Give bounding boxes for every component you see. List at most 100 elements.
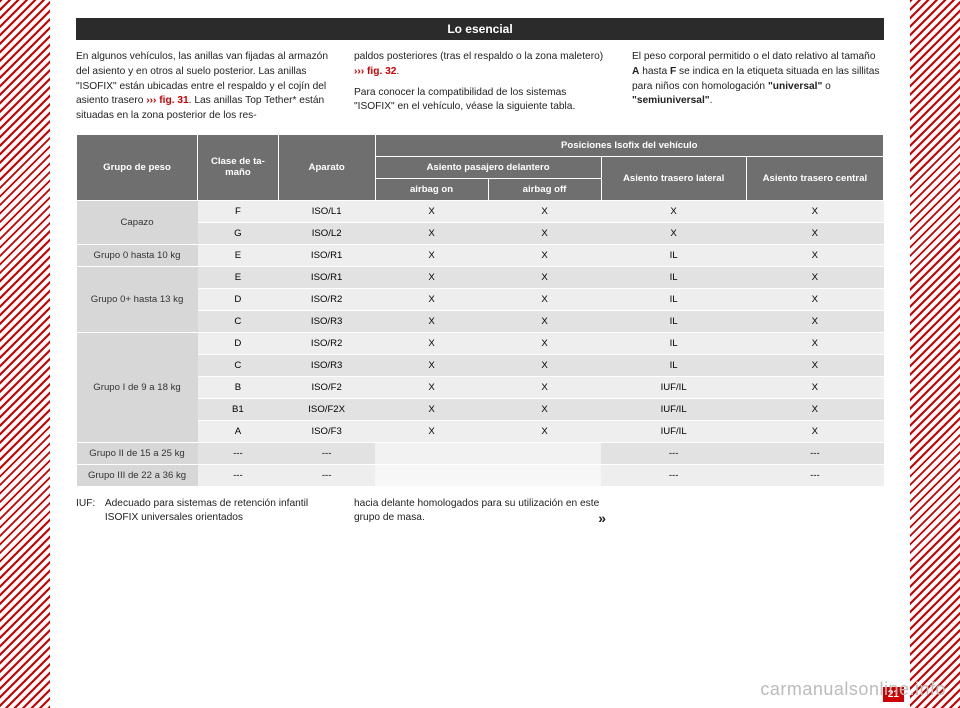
page-content: Lo esencial En algunos vehículos, las an…	[50, 0, 910, 708]
table-cell	[375, 464, 488, 486]
table-cell: ---	[601, 442, 746, 464]
table-cell: ISO/R1	[278, 266, 375, 288]
table-cell: A	[198, 420, 279, 442]
table-cell: X	[375, 222, 488, 244]
table-cell: C	[198, 310, 279, 332]
table-cell: B1	[198, 398, 279, 420]
table-row-group: Capazo	[77, 200, 198, 244]
th-lateral: Asiento trasero lateral	[601, 156, 746, 200]
table-cell: X	[746, 222, 883, 244]
table-cell: ISO/L2	[278, 222, 375, 244]
table-cell: IL	[601, 244, 746, 266]
intro-col-2: paldos posteriores (tras el respaldo o l…	[354, 50, 606, 124]
fig-ref-32: ››› fig. 32	[354, 66, 396, 77]
isofix-table: Grupo de peso Clase de ta- maño Aparato …	[76, 134, 884, 487]
universal: "universal"	[768, 81, 822, 92]
section-title: Lo esencial	[76, 18, 884, 40]
th-airbag-off: airbag off	[488, 178, 601, 200]
table-cell: X	[488, 376, 601, 398]
table-cell: ISO/F2X	[278, 398, 375, 420]
th-posiciones: Posiciones Isofix del vehículo	[375, 134, 883, 156]
table-cell: B	[198, 376, 279, 398]
intro-col3c: o	[822, 81, 831, 92]
table-cell: C	[198, 354, 279, 376]
table-cell: X	[746, 266, 883, 288]
th-aparato: Aparato	[278, 134, 375, 200]
table-cell: X	[375, 354, 488, 376]
table-cell: IL	[601, 266, 746, 288]
table-cell: ISO/R2	[278, 332, 375, 354]
table-cell: IL	[601, 354, 746, 376]
table-row-group: Grupo 0 hasta 10 kg	[77, 244, 198, 266]
table-cell: X	[488, 266, 601, 288]
footer-col-2: hacia delante homologados para su utiliz…	[354, 497, 606, 529]
intro-col2a: paldos posteriores (tras el respaldo o l…	[354, 51, 603, 62]
intro-col2a-tail: .	[396, 66, 399, 77]
table-cell: X	[375, 244, 488, 266]
table-row-group: Grupo I de 9 a 18 kg	[77, 332, 198, 442]
iuf-text: Adecuado para sistemas de retención infa…	[105, 497, 327, 526]
table-cell: IUF/IL	[601, 420, 746, 442]
intro-col3a: El peso corporal permitido o el dato rel…	[632, 51, 876, 62]
table-cell: ISO/R1	[278, 244, 375, 266]
table-cell: F	[198, 200, 279, 222]
table-row-group: Grupo III de 22 a 36 kg	[77, 464, 198, 486]
stripe-left	[0, 0, 50, 708]
footer-col-1: IUF: Adecuado para sistemas de retención…	[76, 497, 328, 529]
table-cell: ISO/F3	[278, 420, 375, 442]
table-cell: IUF/IL	[601, 398, 746, 420]
table-cell: ISO/F2	[278, 376, 375, 398]
table-row-group: Grupo II de 15 a 25 kg	[77, 442, 198, 464]
table-cell: X	[746, 332, 883, 354]
table-cell: ISO/R3	[278, 354, 375, 376]
table-cell: IL	[601, 310, 746, 332]
th-grupo: Grupo de peso	[77, 134, 198, 200]
table-cell: ISO/L1	[278, 200, 375, 222]
table-cell: X	[746, 244, 883, 266]
table-cell: X	[375, 376, 488, 398]
table-cell: X	[746, 354, 883, 376]
semiuniversal: "semiuniversal"	[632, 95, 710, 106]
table-cell: X	[375, 420, 488, 442]
table-cell: X	[488, 332, 601, 354]
table-cell: X	[375, 200, 488, 222]
table-cell: X	[375, 266, 488, 288]
table-cell: X	[746, 310, 883, 332]
continuation-mark: »	[598, 509, 606, 529]
table-cell: X	[746, 420, 883, 442]
th-clase: Clase de ta- maño	[198, 134, 279, 200]
watermark: carmanualsonline.info	[760, 679, 946, 700]
table-cell: E	[198, 244, 279, 266]
table-cell: X	[488, 244, 601, 266]
table-cell: X	[375, 332, 488, 354]
footer-col2-text: hacia delante homologados para su utiliz…	[354, 498, 599, 523]
table-cell: D	[198, 332, 279, 354]
table-cell: X	[746, 288, 883, 310]
th-airbag-on: airbag on	[375, 178, 488, 200]
table-cell: ---	[198, 464, 279, 486]
table-cell: ISO/R2	[278, 288, 375, 310]
footer-columns: IUF: Adecuado para sistemas de retención…	[76, 497, 884, 529]
table-cell: X	[488, 200, 601, 222]
table-row-group: Grupo 0+ hasta 13 kg	[77, 266, 198, 332]
table-cell: ---	[746, 442, 883, 464]
table-cell: IL	[601, 288, 746, 310]
th-central: Asiento trasero central	[746, 156, 883, 200]
table-cell: X	[488, 420, 601, 442]
table-cell: ---	[278, 464, 375, 486]
table-cell: IL	[601, 332, 746, 354]
table-cell: X	[375, 398, 488, 420]
table-cell	[488, 442, 601, 464]
table-cell: X	[746, 376, 883, 398]
th-pasajero: Asiento pasajero delantero	[375, 156, 601, 178]
table-cell: IUF/IL	[601, 376, 746, 398]
table-cell: ---	[746, 464, 883, 486]
table-cell: ---	[601, 464, 746, 486]
table-cell: X	[488, 398, 601, 420]
table-cell: X	[488, 288, 601, 310]
intro-col-1: En algunos vehículos, las anillas van fi…	[76, 50, 328, 124]
table-cell: X	[375, 288, 488, 310]
intro-col3-mid: hasta	[639, 66, 670, 77]
table-cell	[375, 442, 488, 464]
intro-col2b: Para conocer la compatibilidad de los si…	[354, 86, 606, 116]
